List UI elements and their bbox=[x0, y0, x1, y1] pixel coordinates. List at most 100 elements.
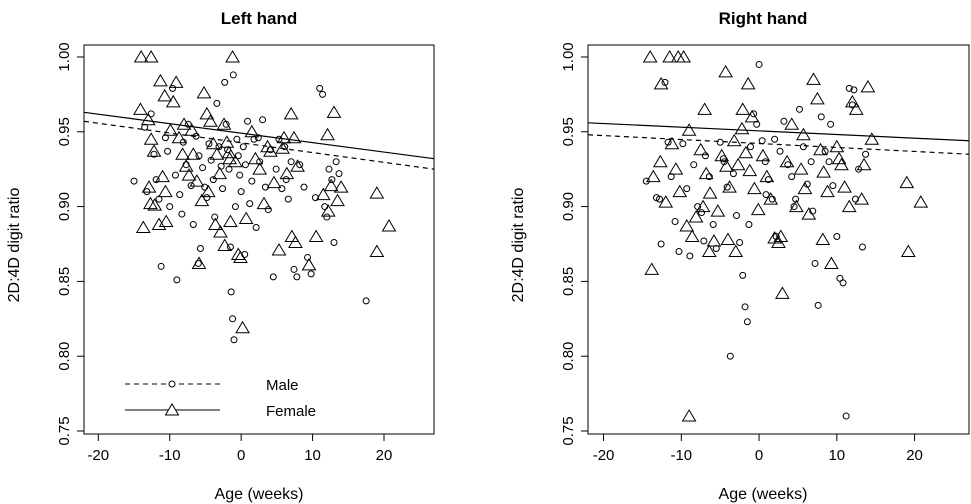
y-tick-label: 1.00 bbox=[560, 42, 577, 71]
x-tick-label: 0 bbox=[237, 447, 245, 464]
x-axis-label: Age (weeks) bbox=[215, 486, 304, 503]
point-male bbox=[205, 140, 213, 148]
point-female bbox=[738, 145, 754, 159]
point-male bbox=[171, 171, 179, 179]
point-female bbox=[369, 186, 385, 199]
legend-marker-female bbox=[164, 403, 180, 416]
point-female bbox=[740, 76, 756, 90]
point-male bbox=[686, 252, 694, 260]
point-female bbox=[644, 262, 660, 275]
y-tick-label: 1.00 bbox=[56, 42, 73, 71]
x-axis: -20 -10 0 10 20 bbox=[87, 434, 392, 464]
chart-title: Right hand bbox=[719, 9, 808, 28]
point-male bbox=[161, 134, 169, 142]
point-female bbox=[199, 106, 215, 120]
point-female bbox=[219, 135, 235, 148]
point-male bbox=[215, 143, 223, 151]
x-tick-label: 20 bbox=[906, 447, 923, 464]
point-male bbox=[213, 99, 221, 107]
point-male bbox=[244, 117, 252, 125]
point-male bbox=[290, 265, 298, 273]
point-female bbox=[286, 130, 302, 144]
point-male bbox=[130, 177, 138, 185]
point-male bbox=[784, 161, 792, 169]
point-male bbox=[252, 224, 260, 232]
point-female bbox=[143, 196, 158, 210]
x-tick-label: 20 bbox=[376, 447, 393, 464]
point-male bbox=[807, 158, 815, 166]
point-female bbox=[212, 166, 228, 180]
point-female bbox=[900, 244, 916, 257]
point-female bbox=[151, 217, 167, 231]
point-female bbox=[642, 49, 658, 63]
point-female bbox=[248, 151, 263, 165]
point-female bbox=[209, 147, 225, 160]
point-male bbox=[362, 297, 370, 305]
point-female bbox=[230, 247, 246, 260]
point-male bbox=[821, 147, 829, 155]
legend-label-male: Male bbox=[266, 377, 299, 394]
point-female bbox=[775, 286, 790, 299]
point-female bbox=[813, 142, 828, 156]
point-male bbox=[335, 170, 343, 178]
point-male bbox=[275, 135, 283, 143]
point-male bbox=[248, 177, 256, 185]
point-female bbox=[223, 214, 238, 228]
point-female bbox=[742, 163, 758, 177]
point-female bbox=[143, 132, 159, 145]
point-female bbox=[697, 102, 713, 115]
point-female bbox=[747, 181, 762, 195]
point-male bbox=[761, 158, 769, 166]
point-female bbox=[181, 168, 197, 181]
y-tick-label: 0.95 bbox=[56, 117, 73, 146]
point-female bbox=[283, 106, 299, 120]
point-female bbox=[848, 102, 864, 115]
point-male bbox=[259, 116, 267, 124]
point-female bbox=[710, 204, 726, 217]
point-male bbox=[152, 176, 160, 184]
point-female bbox=[779, 154, 795, 168]
point-female bbox=[252, 162, 268, 175]
point-male bbox=[233, 135, 241, 143]
point-male bbox=[237, 188, 245, 196]
x-tick-label: 10 bbox=[304, 447, 321, 464]
point-female bbox=[750, 202, 766, 216]
point-female bbox=[854, 192, 870, 205]
panel-left-hand: Left hand Age (weeks) 2D:4D digit ratio … bbox=[6, 9, 435, 503]
point-female bbox=[146, 144, 162, 157]
point-female bbox=[185, 147, 201, 160]
point-female bbox=[175, 147, 190, 160]
point-female bbox=[171, 130, 187, 144]
x-tick-label: -10 bbox=[670, 447, 692, 464]
point-male bbox=[745, 221, 753, 229]
point-male bbox=[143, 188, 151, 196]
point-female bbox=[140, 112, 156, 126]
point-female bbox=[315, 187, 331, 201]
point-female bbox=[714, 148, 730, 162]
plot-frame bbox=[587, 44, 970, 435]
point-female bbox=[899, 175, 915, 189]
point-male bbox=[323, 213, 331, 221]
fit-lines bbox=[587, 122, 970, 155]
point-male bbox=[827, 120, 835, 128]
point-female bbox=[184, 123, 200, 136]
point-male bbox=[825, 158, 833, 166]
y-tick-label: 0.75 bbox=[560, 416, 577, 445]
point-female bbox=[158, 184, 173, 198]
point-male bbox=[657, 240, 665, 248]
point-male bbox=[758, 137, 766, 145]
point-female bbox=[141, 180, 157, 193]
point-female bbox=[225, 49, 240, 63]
point-male bbox=[287, 158, 295, 166]
point-female bbox=[153, 73, 168, 87]
point-male bbox=[719, 155, 727, 163]
chart-title: Left hand bbox=[221, 9, 298, 28]
point-female bbox=[645, 169, 661, 183]
point-female bbox=[664, 136, 680, 150]
point-male bbox=[795, 105, 803, 113]
point-female bbox=[271, 242, 287, 256]
point-male bbox=[764, 176, 772, 184]
point-female bbox=[275, 141, 290, 154]
point-male bbox=[328, 176, 336, 184]
